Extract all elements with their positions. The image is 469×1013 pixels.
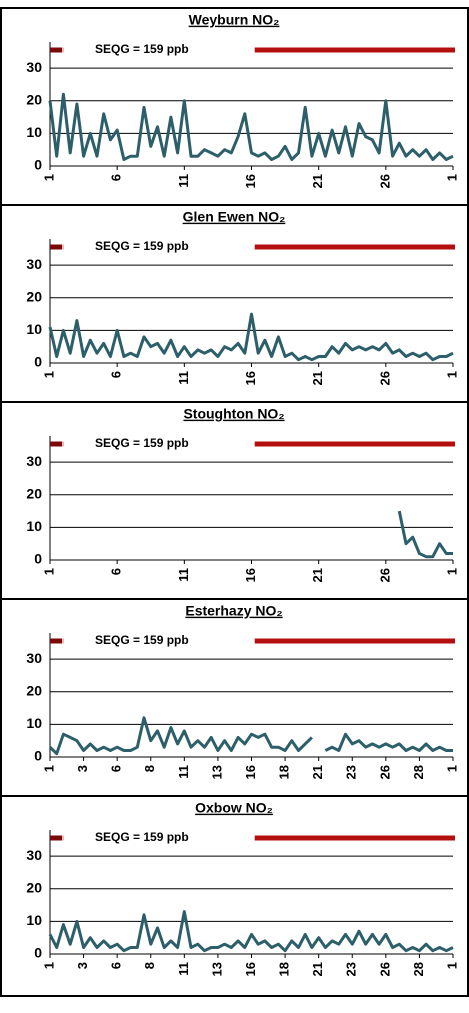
x-tick-label: 11 <box>176 371 191 385</box>
x-tick-label: 1 <box>41 371 56 378</box>
y-tick-label: 30 <box>26 256 42 272</box>
x-tick-label: 13 <box>209 765 224 779</box>
x-tick-label: 1 <box>444 371 459 378</box>
x-tick-label: 21 <box>310 962 325 976</box>
panel-title: Weyburn NO₂ <box>189 12 280 28</box>
y-tick-label: 0 <box>34 945 42 961</box>
y-tick-label: 0 <box>34 354 42 370</box>
panel-title: Oxbow NO₂ <box>195 800 273 816</box>
x-tick-label: 26 <box>377 371 392 385</box>
threshold-label: SEQG = 159 ppb <box>95 830 189 844</box>
x-tick-label: 26 <box>377 962 392 976</box>
x-tick-label: 6 <box>109 962 124 969</box>
y-tick-label: 30 <box>26 847 42 863</box>
y-tick-label: 10 <box>26 518 42 534</box>
x-tick-label: 6 <box>109 765 124 772</box>
x-tick-label: 8 <box>142 962 157 969</box>
threshold-label: SEQG = 159 ppb <box>95 436 189 450</box>
panel-border <box>0 598 469 797</box>
y-tick-label: 20 <box>26 485 42 501</box>
annotation-bg <box>64 41 254 59</box>
x-tick-label: 1 <box>444 568 459 575</box>
panel-title: Stoughton NO₂ <box>183 406 284 422</box>
x-tick-label: 1 <box>444 962 459 969</box>
data-line <box>48 92 454 161</box>
y-tick-label: 10 <box>26 715 42 731</box>
y-tick-label: 20 <box>26 879 42 895</box>
x-tick-label: 11 <box>176 568 191 582</box>
x-tick-label: 1 <box>41 765 56 772</box>
x-tick-label: 21 <box>310 765 325 779</box>
x-tick-label: 23 <box>344 765 359 779</box>
y-tick-label: 0 <box>34 551 42 567</box>
x-tick-label: 11 <box>176 962 191 976</box>
y-tick-label: 10 <box>26 124 42 140</box>
x-tick-label: 23 <box>344 962 359 976</box>
y-tick-label: 10 <box>26 321 42 337</box>
x-tick-label: 1 <box>41 568 56 575</box>
x-tick-label: 26 <box>377 174 392 188</box>
y-tick-label: 0 <box>34 748 42 764</box>
y-tick-label: 20 <box>26 91 42 107</box>
x-tick-label: 16 <box>243 568 258 582</box>
annotation-bg <box>64 435 254 453</box>
data-line <box>48 312 454 362</box>
y-tick-label: 20 <box>26 288 42 304</box>
x-tick-label: 21 <box>310 174 325 188</box>
x-tick-label: 28 <box>411 962 426 976</box>
panel-border <box>0 204 469 403</box>
y-tick-label: 10 <box>26 912 42 928</box>
x-tick-label: 1 <box>444 174 459 181</box>
x-tick-label: 13 <box>209 962 224 976</box>
x-tick-label: 3 <box>75 765 90 772</box>
x-tick-label: 21 <box>310 371 325 385</box>
x-tick-label: 8 <box>142 765 157 772</box>
threshold-label: SEQG = 159 ppb <box>95 42 189 56</box>
x-tick-label: 18 <box>277 962 292 976</box>
x-tick-label: 16 <box>243 174 258 188</box>
x-tick-label: 16 <box>243 962 258 976</box>
x-tick-label: 1 <box>41 962 56 969</box>
x-tick-label: 18 <box>277 765 292 779</box>
x-tick-label: 16 <box>243 765 258 779</box>
x-tick-label: 16 <box>243 371 258 385</box>
threshold-label: SEQG = 159 ppb <box>95 239 189 253</box>
data-line <box>48 716 453 756</box>
annotation-bg <box>64 829 254 847</box>
y-tick-label: 0 <box>34 157 42 173</box>
y-tick-label: 30 <box>26 453 42 469</box>
x-tick-label: 6 <box>109 174 124 181</box>
x-tick-label: 6 <box>109 371 124 378</box>
x-tick-label: 26 <box>377 568 392 582</box>
x-tick-label: 28 <box>411 765 426 779</box>
panel-title: Esterhazy NO₂ <box>185 603 282 619</box>
x-tick-label: 6 <box>109 568 124 575</box>
y-tick-label: 30 <box>26 650 42 666</box>
y-tick-label: 30 <box>26 59 42 75</box>
panel-border <box>0 401 469 600</box>
annotation-bg <box>64 632 254 650</box>
threshold-label: SEQG = 159 ppb <box>95 633 189 647</box>
data-line <box>48 910 454 953</box>
data-line <box>397 510 453 559</box>
x-tick-label: 1 <box>41 174 56 181</box>
x-tick-label: 21 <box>310 568 325 582</box>
x-tick-label: 3 <box>75 962 90 969</box>
x-tick-label: 11 <box>176 765 191 779</box>
x-tick-label: 26 <box>377 765 392 779</box>
x-tick-label: 1 <box>444 765 459 772</box>
annotation-bg <box>64 238 254 256</box>
x-tick-label: 11 <box>176 174 191 188</box>
panel-border <box>0 7 469 206</box>
panel-border <box>0 795 469 997</box>
panel-title: Glen Ewen NO₂ <box>183 209 286 225</box>
y-tick-label: 20 <box>26 682 42 698</box>
